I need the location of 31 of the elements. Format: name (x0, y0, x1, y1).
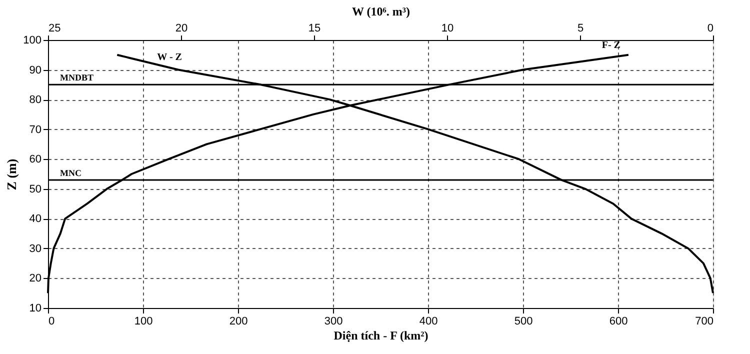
x-tick-label: 300 (324, 316, 343, 328)
x2-tick-label: 5 (577, 22, 584, 34)
y-tick-label: 90 (29, 64, 42, 76)
x-tick-label: 100 (134, 316, 153, 328)
y-tick-label: 70 (29, 124, 42, 136)
series-label: F- Z (602, 40, 621, 51)
x-tick-label: 500 (514, 316, 533, 328)
x2-tick-label: 25 (48, 22, 61, 34)
y-tick-label: 50 (29, 183, 42, 196)
series-label: W - Z (157, 52, 182, 63)
y-axis-title: Z (m) (4, 158, 20, 190)
x-tick-label: 600 (609, 316, 628, 328)
y-tick-label: 30 (29, 242, 42, 255)
y-tick-label: 60 (29, 154, 42, 166)
x2-axis-title: W (10⁶. m³) (352, 4, 410, 18)
x-axis-title: Diện tích - F (km²) (334, 328, 428, 342)
ref-line-label: MNDBT (60, 72, 94, 83)
x-tick-label: 700 (695, 316, 714, 328)
y-tick-label: 10 (29, 302, 42, 314)
x2-tick-label: 15 (308, 22, 321, 34)
x-tick-label: 400 (419, 316, 438, 328)
y-tick-label: 100 (23, 34, 42, 46)
x-tick-label: 0 (48, 316, 55, 328)
ref-line-label: MNC (60, 168, 82, 178)
x2-tick-label: 0 (707, 22, 714, 34)
y-tick-label: 40 (29, 213, 42, 226)
y-tick-label: 80 (29, 94, 42, 106)
y-tick-label: 20 (29, 272, 42, 285)
x2-tick-label: 10 (441, 22, 454, 34)
x2-tick-label: 20 (175, 22, 188, 34)
x-tick-label: 200 (229, 316, 248, 328)
